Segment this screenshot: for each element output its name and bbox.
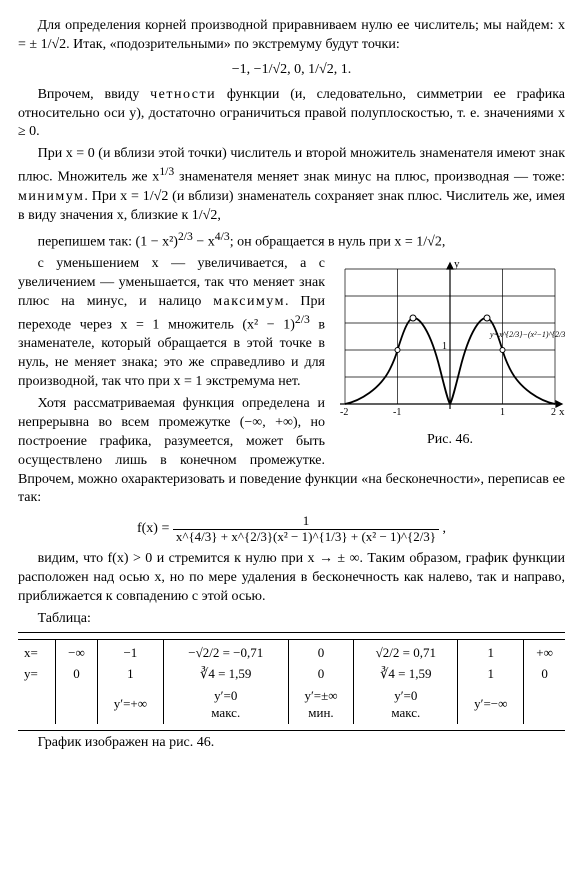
text: ; он обращается в нуль при x = 1/√2, [230,234,446,249]
table-rule-bottom [18,730,565,731]
cell [524,685,565,724]
text: Впрочем, ввиду [38,87,151,102]
xtick: 1 [500,407,505,418]
data-table: x= −∞ −1 −√2/2 = −0,71 0 √2/2 = 0,71 1 +… [18,639,565,724]
figure-46: y x -2 -1 1 2 1 y=x^{2/3}−(x²−1)^{2/3} Р… [335,259,565,450]
cell: 0 [288,639,353,663]
x-axis-label: x [559,406,565,418]
cell: 0 [55,663,97,685]
cell: ∛4 = 1,59 [354,663,458,685]
xtick: 2 [551,407,556,418]
cell: 1 [458,663,524,685]
cell: 1 [97,663,163,685]
ytick: 1 [442,341,447,352]
text: . При x = 1/√2 (и вблизи) знаменатель со… [18,189,565,223]
cell: y= [18,663,55,685]
eq-prefix: f(x) = [137,521,173,536]
paragraph-2: Впрочем, ввиду четности функции (и, след… [18,86,565,143]
cell: 0 [288,663,353,685]
curve-label: y=x^{2/3}−(x²−1)^{2/3} [489,330,565,339]
text: − x [193,234,215,249]
cell: √2/2 = 0,71 [354,639,458,663]
paragraph-last: График изображен на рис. 46. [18,734,565,753]
table-row: y= 0 1 ∛4 = 1,59 0 ∛4 = 1,59 1 0 [18,663,565,685]
cell: y′=−∞ [458,685,524,724]
table-rule-top [18,632,565,633]
cell: y′=+∞ [97,685,163,724]
paragraph-8: Таблица: [18,610,565,629]
cell: −1 [97,639,163,663]
exponent: 2/3 [178,230,193,243]
y-axis-label: y [454,259,460,270]
table-row: x= −∞ −1 −√2/2 = −0,71 0 √2/2 = 0,71 1 +… [18,639,565,663]
figure-caption: Рис. 46. [335,431,565,450]
cell [55,685,97,724]
text: знаменателя меняет знак минус на плюс, п… [174,170,565,185]
text-spaced: минимум [18,189,84,204]
paragraph-7: видим, что f(x) > 0 и стремится к нулю п… [18,550,565,607]
equation-2: f(x) = 1 x^{4/3} + x^{2/3}(x² − 1)^{1/3}… [18,514,565,544]
cell: −∞ [55,639,97,663]
cell: ∛4 = 1,59 [163,663,288,685]
text: перепишем так: (1 − x²) [38,234,178,249]
cell: y′=±∞ мин. [288,685,353,724]
paragraph-3: При x = 0 (и вблизи этой точки) числител… [18,145,565,225]
exponent: 4/3 [215,230,230,243]
denominator: x^{4/3} + x^{2/3}(x² − 1)^{1/3} + (x² − … [173,530,439,544]
xtick: -2 [340,407,348,418]
paragraph-4: перепишем так: (1 − x²)2/3 − x4/3; он об… [18,229,565,253]
cell: 1 [458,639,524,663]
cell: −√2/2 = −0,71 [163,639,288,663]
numerator: 1 [173,514,439,529]
equation-1: −1, −1/√2, 0, 1/√2, 1. [18,61,565,80]
text-spaced: четности [150,87,216,102]
cell: 0 [524,663,565,685]
eq-suffix: , [443,521,447,536]
exponent: 2/3 [295,313,310,326]
cell: +∞ [524,639,565,663]
cell [18,685,55,724]
chart-svg: y x -2 -1 1 2 1 y=x^{2/3}−(x²−1)^{2/3} [335,259,565,429]
xtick: -1 [393,407,401,418]
paragraph-1: Для определения корней производной прира… [18,17,565,55]
text-spaced: максимум [213,294,285,309]
cell: x= [18,639,55,663]
fraction: 1 x^{4/3} + x^{2/3}(x² − 1)^{1/3} + (x² … [173,514,439,544]
exponent: 1/3 [159,165,174,178]
cell: y′=0 макс. [163,685,288,724]
cell: y′=0 макс. [354,685,458,724]
table-row: y′=+∞ y′=0 макс. y′=±∞ мин. y′=0 макс. y… [18,685,565,724]
